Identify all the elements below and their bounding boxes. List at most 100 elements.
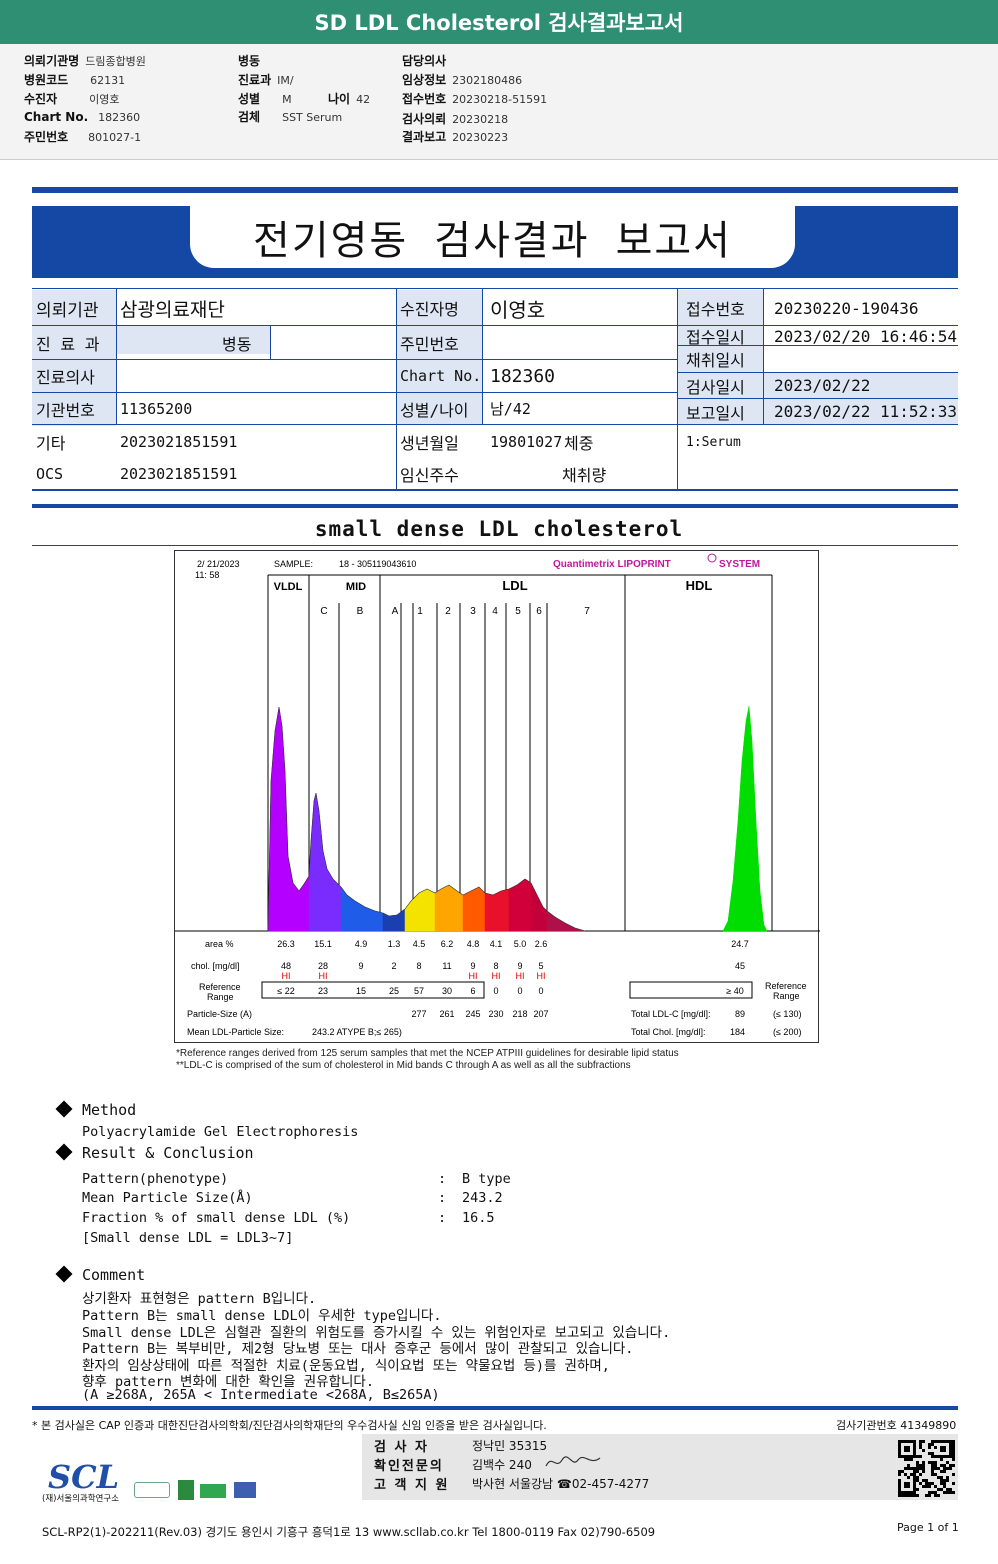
area-value: 4.1 bbox=[490, 939, 503, 949]
footer-address: SCL-RP2(1)-202211(Rev.03) 경기도 용인시 기흥구 흥덕… bbox=[42, 1525, 656, 1539]
ksl-icon bbox=[234, 1482, 256, 1498]
comment-line: Small dense LDL은 심혈관 질환의 위험도를 증가시킬 수 있는 … bbox=[82, 1325, 671, 1341]
mean-size-value: 243.2 ATYPE B;≤ 265) bbox=[312, 1027, 402, 1037]
row-label-ref: Reference bbox=[199, 982, 241, 992]
ref-value: 15 bbox=[356, 986, 366, 996]
ref-range-box bbox=[261, 981, 485, 999]
right-ref-label: Range bbox=[773, 991, 800, 1001]
hi-flag: HI bbox=[492, 971, 501, 981]
bullet-icon bbox=[55, 1265, 73, 1283]
profile-band-area bbox=[308, 792, 342, 932]
profile-band-area bbox=[508, 878, 532, 932]
page-number: Page 1 of 1 bbox=[897, 1521, 959, 1534]
footnote-1: *Reference ranges derived from 125 serum… bbox=[176, 1048, 679, 1059]
footer-rule bbox=[32, 1406, 958, 1410]
info-hospital-code: 병원코드 62131 bbox=[24, 73, 126, 87]
band-label: A bbox=[392, 606, 399, 617]
chol-value: 9 bbox=[517, 961, 522, 971]
profile-band-area bbox=[722, 705, 768, 932]
chol-value: 2 bbox=[391, 961, 396, 971]
band-label: C bbox=[320, 606, 327, 617]
hi-flag: HI bbox=[537, 971, 546, 981]
comment-heading: Comment bbox=[55, 1265, 145, 1284]
result-note: [Small dense LDL = LDL3~7] bbox=[82, 1230, 294, 1246]
label-physician: 진료의사 bbox=[36, 368, 95, 387]
band-label: 5 bbox=[515, 606, 521, 617]
area-value: 26.3 bbox=[277, 939, 295, 949]
area-value: 5.0 bbox=[514, 939, 527, 949]
result-value-pattern: B type bbox=[462, 1171, 511, 1187]
info-hospital: 의뢰기관명 드림종합병원 bbox=[24, 54, 146, 68]
section-rule bbox=[32, 504, 958, 508]
label-requesting-org: 의뢰기관 bbox=[36, 300, 99, 321]
band-label: 4 bbox=[492, 606, 498, 617]
profile-band-area bbox=[546, 910, 586, 932]
profile-outline bbox=[267, 706, 586, 932]
value-chart-no: 182360 bbox=[490, 365, 556, 387]
row-label-chol: chol. [mg/dl] bbox=[191, 961, 240, 971]
result-value-size: 243.2 bbox=[462, 1190, 503, 1206]
particle-size-value: 230 bbox=[488, 1009, 503, 1019]
result-label-pattern: Pattern(phenotype) bbox=[82, 1171, 229, 1187]
comment-line: 향후 pattern 변화에 대한 확인을 권유합니다. bbox=[82, 1374, 374, 1390]
value-specimen: 1:Serum bbox=[686, 434, 741, 450]
comment-line: Pattern B는 small dense LDL이 우세한 type입니다. bbox=[82, 1308, 442, 1324]
label-chart-no: Chart No. bbox=[400, 367, 482, 385]
ref-value: ≤ 22 bbox=[277, 986, 294, 996]
info-clinical: 임상정보 2302180486 bbox=[402, 73, 523, 87]
value-org-no: 11365200 bbox=[120, 399, 193, 418]
result-value-fraction: 16.5 bbox=[462, 1210, 495, 1226]
staff-panel bbox=[362, 1434, 958, 1500]
ref-value: 23 bbox=[318, 986, 328, 996]
chol-value: 45 bbox=[735, 961, 745, 971]
report-title: 전기영동 검사결과 보고서 bbox=[190, 206, 795, 268]
label-patient-name: 수진자명 bbox=[400, 300, 459, 319]
lipoprint-chart: 2/ 21/2023 11: 58 SAMPLE: 18 - 305119043610… bbox=[174, 550, 820, 1043]
total-label: Total LDL-C [mg/dl]: bbox=[631, 1009, 711, 1019]
signature-icon bbox=[545, 1456, 601, 1467]
info-patient: 수진자 이영호 bbox=[24, 92, 120, 106]
lab-number: 검사기관번호 41349890 bbox=[836, 1419, 957, 1432]
area-value: 1.3 bbox=[388, 939, 401, 949]
right-ref-label: Reference bbox=[765, 981, 807, 991]
report-banner-title: SD LDL Cholesterol 검사결과보고서 bbox=[0, 0, 998, 44]
hi-flag: HI bbox=[516, 971, 525, 981]
info-request-date: 검사의뢰 20230218 bbox=[402, 112, 509, 126]
profile-band-area bbox=[404, 888, 436, 932]
label-collect-datetime: 채취일시 bbox=[686, 351, 745, 370]
area-value: 4.9 bbox=[355, 939, 368, 949]
particle-size-value: 245 bbox=[465, 1009, 480, 1019]
chol-value: 48 bbox=[281, 961, 291, 971]
top-rule bbox=[32, 187, 958, 193]
label-org-no: 기관번호 bbox=[36, 400, 95, 420]
comment-line: Pattern B는 복부비만, 제2형 당뇨병 또는 대사 증후군 등에서 많… bbox=[82, 1341, 634, 1357]
row-label-area: area % bbox=[205, 939, 234, 949]
group-label-vldl: VLDL bbox=[274, 581, 303, 593]
scl-logo: SCL bbox=[48, 1458, 120, 1496]
area-value: 24.7 bbox=[731, 939, 749, 949]
total-ref: (≤ 200) bbox=[773, 1027, 801, 1037]
label-receipt-no: 접수번호 bbox=[686, 300, 745, 319]
hi-flag: HI bbox=[319, 971, 328, 981]
eqa-icon bbox=[200, 1484, 226, 1498]
chol-value: 5 bbox=[538, 961, 543, 971]
ref-value: 0 bbox=[538, 986, 543, 996]
hi-flag: HI bbox=[282, 971, 291, 981]
info-report-date: 결과보고 20230223 bbox=[402, 130, 509, 144]
chol-value: 9 bbox=[358, 961, 363, 971]
hdl-ref-box bbox=[629, 981, 753, 999]
chart-sample-label: SAMPLE: bbox=[274, 559, 313, 569]
label-etc: 기타 bbox=[36, 434, 66, 453]
ref-value: 25 bbox=[389, 986, 399, 996]
method-text: Polyacrylamide Gel Electrophoresis bbox=[82, 1124, 359, 1140]
result-label-size: Mean Particle Size(Å) bbox=[82, 1190, 253, 1206]
value-ocs: 2023021851591 bbox=[120, 465, 238, 483]
band-label: 7 bbox=[584, 606, 590, 617]
cap-icon bbox=[134, 1482, 170, 1498]
value-receipt-datetime: 2023/02/20 16:46:54 bbox=[774, 326, 958, 346]
info-sex: 성별 M bbox=[238, 92, 292, 106]
profile-band-area bbox=[382, 908, 406, 932]
area-value: 4.8 bbox=[467, 939, 480, 949]
ref-value: 57 bbox=[414, 986, 424, 996]
